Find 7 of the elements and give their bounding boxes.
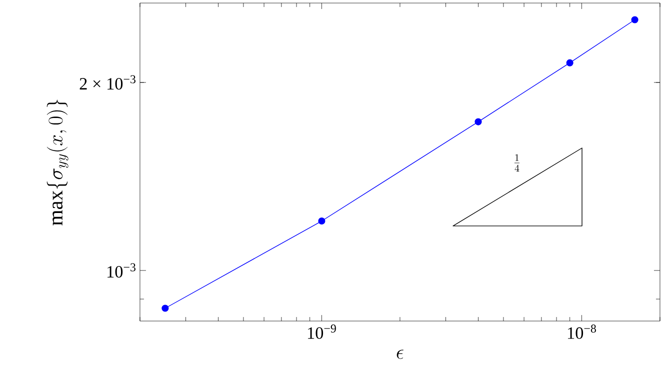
x-axis-title: $\epsilon$ xyxy=(396,350,404,359)
y-tick-label: 2 × 10$^{−3}$ xyxy=(80,75,136,90)
x-tick-label: 10$^{−9}$ xyxy=(308,324,336,339)
x-tick-label: 10$^{−8}$ xyxy=(568,324,596,339)
annotation: $\frac{1}{4}$ xyxy=(514,154,520,172)
y-tick-label: 10$^{−3}$ xyxy=(108,263,136,278)
y-axis-title: $\max\{\sigma_{yy}(x,0)\}$ xyxy=(46,100,68,226)
